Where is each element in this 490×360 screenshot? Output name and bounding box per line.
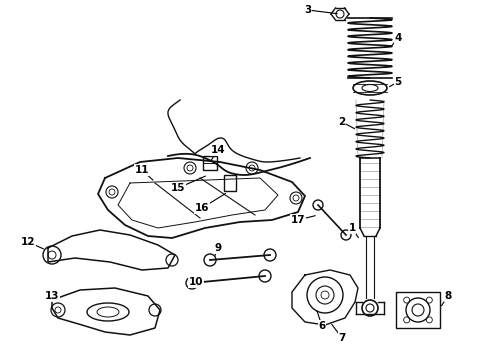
Bar	[396, 292, 440, 328]
Text: 16: 16	[195, 203, 209, 213]
Text: 5: 5	[394, 77, 402, 87]
Text: 12: 12	[21, 237, 35, 247]
Text: 3: 3	[304, 5, 312, 15]
Text: 17: 17	[291, 215, 305, 225]
Text: 6: 6	[318, 321, 326, 331]
Text: 15: 15	[171, 183, 185, 193]
Text: 2: 2	[339, 117, 345, 127]
Text: 1: 1	[348, 223, 356, 233]
Text: 11: 11	[135, 165, 149, 175]
Text: 8: 8	[444, 291, 452, 301]
Bar	[203, 156, 217, 170]
Text: 13: 13	[45, 291, 59, 301]
Text: 4: 4	[394, 33, 402, 43]
Text: 7: 7	[338, 333, 345, 343]
Text: 10: 10	[189, 277, 203, 287]
Text: 9: 9	[215, 243, 221, 253]
Bar	[224, 175, 236, 191]
Text: 14: 14	[211, 145, 225, 155]
